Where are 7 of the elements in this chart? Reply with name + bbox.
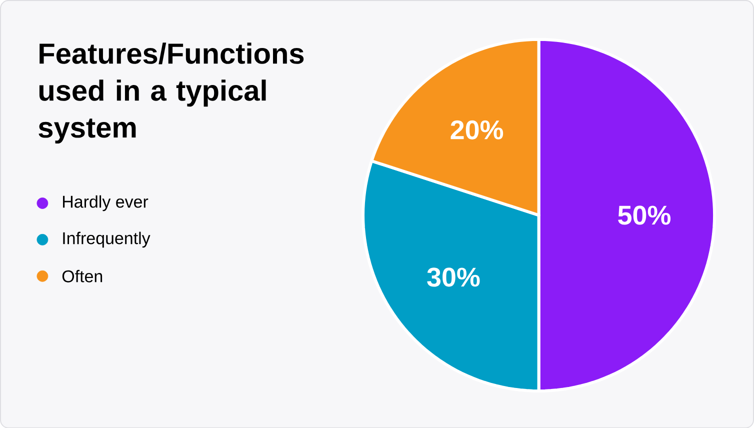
legend-label: Often (62, 270, 102, 282)
data-label: 50% (618, 205, 671, 225)
legend-label: Infrequently (63, 232, 150, 248)
data-label: 20% (450, 120, 504, 140)
text: Features/Functions used in a typical system (38, 42, 304, 144)
data-label: 30% (427, 267, 480, 287)
legend-label: Hardly ever (63, 195, 148, 211)
